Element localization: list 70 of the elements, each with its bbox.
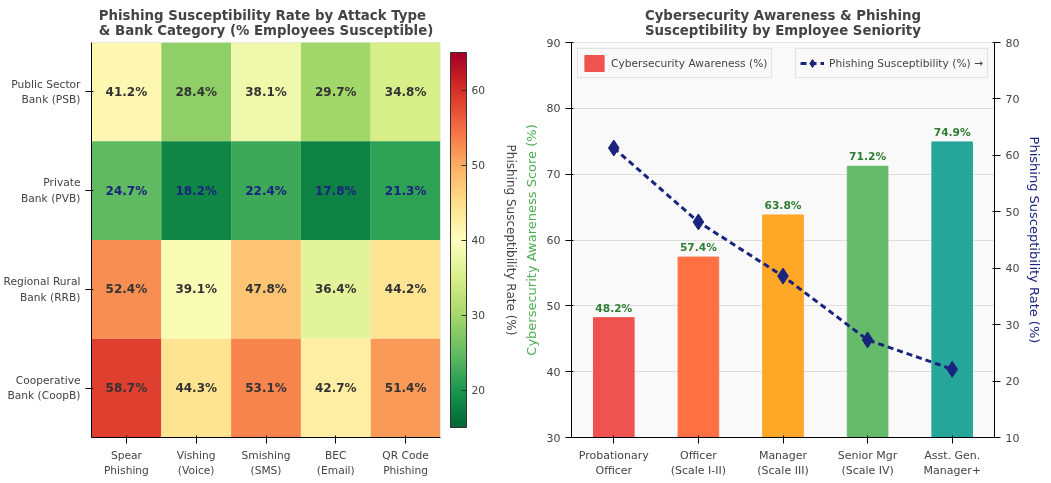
data-label: 44.3%	[175, 381, 218, 396]
point	[946, 360, 959, 378]
y-tick-label: 80	[546, 102, 561, 116]
data-label: 28.4%	[175, 84, 218, 99]
x-tick-label: QR Code Phishing	[382, 448, 429, 478]
y2-tick-label: 10	[1005, 431, 1020, 445]
color-bar-label: 20	[471, 384, 486, 397]
data-label: 22.4%	[245, 183, 287, 198]
data-label: 52.4%	[105, 282, 148, 297]
data-label: 24.7%	[105, 183, 148, 198]
data-label: 34.8%	[384, 84, 427, 99]
y-tick-label: 40	[546, 365, 561, 379]
y-tick-label: 70	[546, 168, 561, 182]
legend-label: Phishing Susceptibility (%) →	[829, 56, 983, 70]
x-tick-label: Officer (Scale I-II)	[670, 448, 727, 478]
x-tick-label: Senior Mgr (Scale IV)	[837, 448, 898, 478]
y-tick-label: 90	[546, 36, 561, 50]
y-tick-label: Cooperative Bank (CoopB)	[7, 373, 81, 403]
color-bar-label: 60	[471, 84, 486, 97]
y-tick-label: Private Bank (PVB)	[21, 176, 81, 205]
data-label: 51.4%	[384, 381, 427, 396]
data-label: 41.2%	[105, 84, 148, 99]
y-tick-label: 30	[546, 431, 561, 445]
color-bar-label: 30	[471, 309, 486, 322]
y-tick-label: 50	[546, 299, 561, 313]
x-tick-label: Smishing (SMS)	[241, 448, 291, 478]
y2-tick-label: 80	[1005, 36, 1020, 50]
data-label: 29.7%	[314, 84, 357, 99]
y2-tick-label: 50	[1005, 205, 1020, 219]
y2-tick-label: 60	[1005, 149, 1020, 163]
data-label: 42.7%	[314, 381, 357, 396]
data-label: 21.3%	[384, 183, 427, 198]
x-tick-label: Vishing (Voice)	[176, 448, 216, 478]
y-tick-label: Public Sector Bank (PSB)	[11, 77, 82, 107]
data-label: 36.4%	[314, 282, 357, 297]
data-label: 48.2%	[595, 301, 633, 315]
x-tick-label: Manager (Scale III)	[757, 448, 809, 478]
data-label: 63.8%	[764, 198, 802, 212]
data-label: 39.1%	[175, 282, 218, 297]
chart-title: Cybersecurity Awareness & Phishing Susceptibility by Employee Seniority	[644, 7, 922, 38]
y-tick-label: 60	[546, 234, 561, 247]
data-label: 18.2%	[175, 183, 218, 198]
data-label: 44.2%	[384, 282, 427, 297]
y2-tick-label: 20	[1005, 375, 1020, 389]
y2-tick-label: 30	[1005, 318, 1020, 332]
y-axis-title: Cybersecurity Awareness Score (%)	[523, 124, 539, 356]
chart-title: Phishing Susceptibility Rate by Attack Type & Bank Category (% Employees Susceptible)	[98, 7, 434, 38]
data-label: 57.4%	[679, 241, 718, 255]
color-bar-label: 40	[471, 234, 486, 247]
data-label: 74.9%	[933, 125, 972, 139]
x-tick-label: Asst. Gen. Manager+	[923, 448, 981, 478]
y-tick-label: Regional Rural Bank (RRB)	[3, 275, 81, 304]
data-label: 47.8%	[245, 282, 287, 297]
point	[607, 139, 620, 157]
y2-axis-title: Phishing Susceptibility Rate (%)	[1027, 136, 1043, 344]
y2-tick-label: 70	[1005, 92, 1020, 106]
data-label: 38.1%	[245, 84, 287, 99]
x-tick-label: BEC (Email)	[316, 448, 355, 478]
legend-label: Cybersecurity Awareness (%)	[611, 56, 768, 70]
color-bar-label: 50	[471, 159, 486, 172]
data-label: 71.2%	[849, 150, 887, 164]
point	[692, 213, 705, 231]
data-label: 58.7%	[105, 381, 148, 396]
color-bar-title: Phishing Susceptibility Rate (%)	[503, 144, 518, 336]
point	[861, 331, 874, 349]
x-tick-label: Spear Phishing	[103, 448, 149, 478]
x-tick-label: Probationary Officer	[578, 448, 650, 478]
data-label: 17.8%	[314, 183, 357, 198]
y2-tick-label: 40	[1005, 262, 1020, 276]
data-label: 53.1%	[245, 381, 287, 396]
